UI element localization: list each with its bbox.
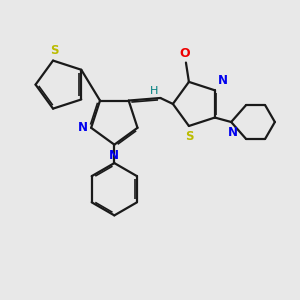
Text: S: S xyxy=(185,130,193,143)
Text: S: S xyxy=(50,44,59,57)
Text: N: N xyxy=(218,74,228,87)
Text: N: N xyxy=(109,149,119,162)
Text: N: N xyxy=(78,121,88,134)
Text: N: N xyxy=(228,126,238,139)
Text: O: O xyxy=(179,46,190,60)
Text: H: H xyxy=(150,86,158,96)
